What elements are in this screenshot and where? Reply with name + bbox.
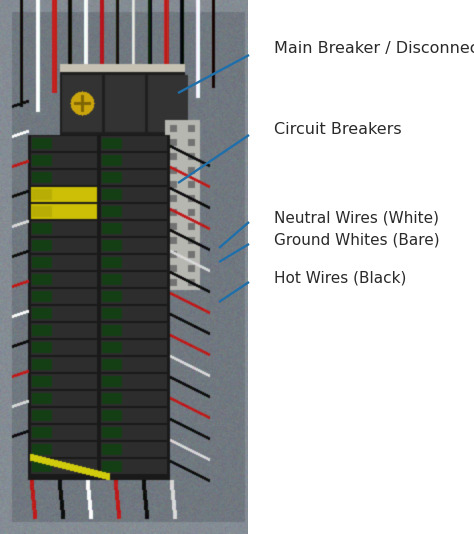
Text: Circuit Breakers: Circuit Breakers: [274, 122, 401, 137]
Text: Main Breaker / Disconnect: Main Breaker / Disconnect: [274, 41, 474, 56]
Text: Neutral Wires (White): Neutral Wires (White): [274, 210, 439, 225]
Bar: [248, 0, 474, 534]
Bar: [253, 0, 474, 534]
Text: Hot Wires (Black): Hot Wires (Black): [274, 271, 406, 286]
Text: Ground Whites (Bare): Ground Whites (Bare): [274, 232, 439, 247]
